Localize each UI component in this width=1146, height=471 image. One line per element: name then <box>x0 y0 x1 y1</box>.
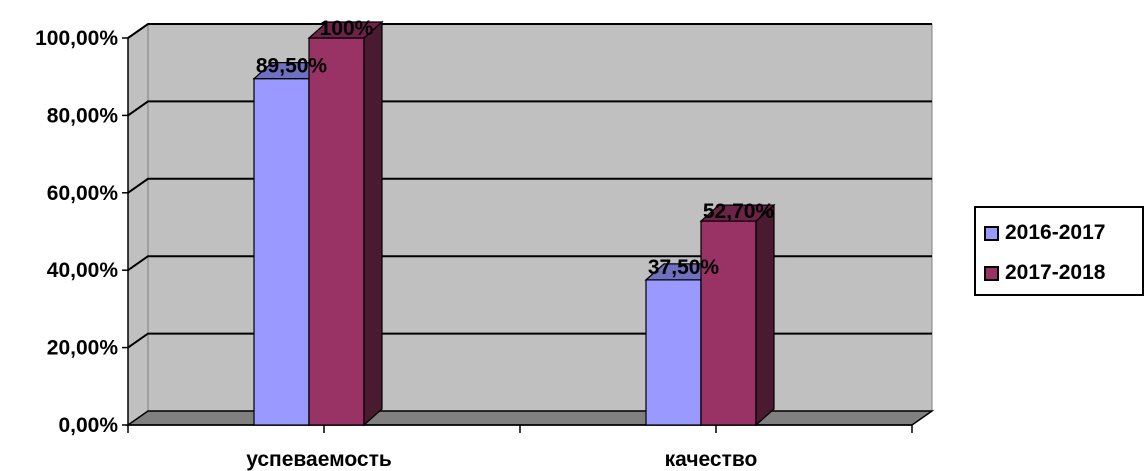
legend-item-2016-2017: 2016-2017 <box>984 218 1105 248</box>
labels: 89,50% 37,50% 100% 52,70% успеваемость качест… <box>246 17 774 471</box>
side-wall <box>127 23 149 426</box>
bar-front <box>308 37 365 426</box>
y-tick-label: 40,00% <box>47 259 119 282</box>
floor <box>125 410 935 426</box>
data-label: 89,50% <box>256 55 328 78</box>
y-tick-label: 0,00% <box>58 414 118 437</box>
data-label: 37,50% <box>648 256 720 279</box>
legend-swatch-2016-2017 <box>984 225 999 241</box>
data-label: 100% <box>320 17 374 40</box>
gridline <box>127 23 932 39</box>
gridline <box>127 100 932 117</box>
bar-top <box>307 21 384 39</box>
bar-side <box>755 203 775 427</box>
y-tick-label: 20,00% <box>47 337 119 360</box>
bars <box>252 20 776 427</box>
y-tick-label: 60,00% <box>47 182 119 205</box>
bar-front <box>700 220 757 426</box>
gridline <box>127 177 932 194</box>
x-category-label: успеваемость <box>246 448 392 471</box>
legend-label: 2016-2017 <box>1005 221 1106 244</box>
legend: 2016-2017 2017-2018 <box>974 206 1144 296</box>
bar-front <box>645 279 702 426</box>
gridline <box>127 255 932 272</box>
data-label: 52,70% <box>703 200 775 223</box>
y-tick-label: 100,00% <box>35 27 118 50</box>
y-tick-label: 80,00% <box>47 104 119 127</box>
x-category-label: качество <box>665 448 758 471</box>
bar-side <box>363 20 383 427</box>
bar-качество-2017-2018 <box>699 203 776 427</box>
bar-top <box>699 204 776 222</box>
bar-front <box>253 78 310 426</box>
legend-swatch-2017-2018 <box>984 265 999 281</box>
legend-label: 2017-2018 <box>1005 261 1106 284</box>
bar-успеваемость-2017-2018 <box>307 20 384 427</box>
plot-walls <box>125 23 935 426</box>
legend-item-2017-2018: 2017-2018 <box>984 258 1105 288</box>
